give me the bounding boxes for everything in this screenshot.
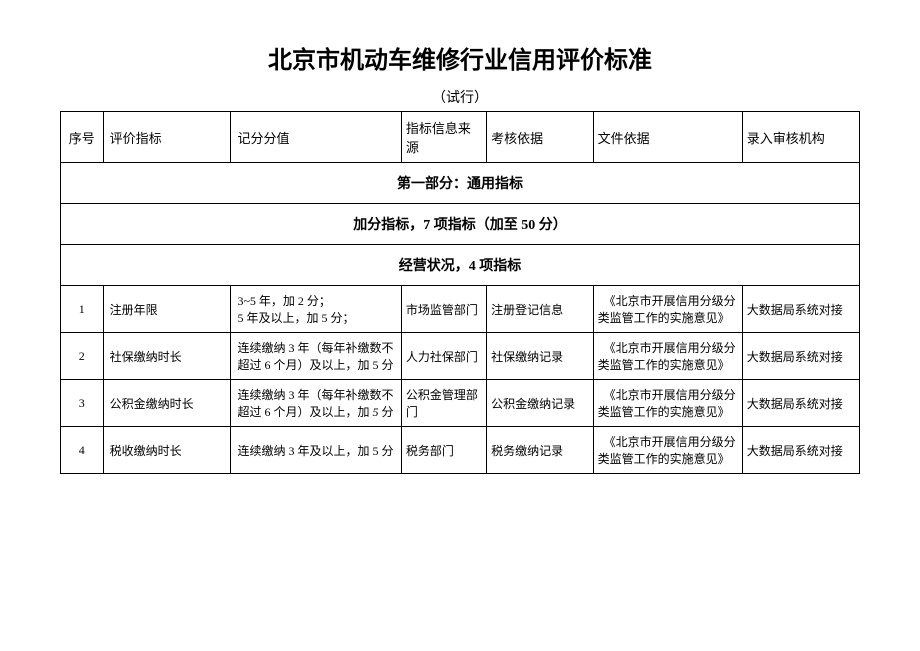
header-auditor: 录入审核机构 <box>742 112 859 163</box>
cell-indicator: 注册年限 <box>103 286 231 333</box>
cell-score: 连续缴纳 3 年（每年补缴数不超过 6 个月）及以上，加 5 分 <box>231 333 401 380</box>
cell-doc: 《北京市开展信用分级分类监管工作的实施意见》 <box>593 380 742 427</box>
cell-indicator: 税收缴纳时长 <box>103 427 231 474</box>
cell-score: 连续缴纳 3 年（每年补缴数不超过 6 个月）及以上，加 5 分 <box>231 380 401 427</box>
section-row: 经营状况，4 项指标 <box>61 245 860 286</box>
header-score: 记分分值 <box>231 112 401 163</box>
cell-seq: 4 <box>61 427 104 474</box>
cell-score: 连续缴纳 3 年及以上，加 5 分 <box>231 427 401 474</box>
section-operation: 经营状况，4 项指标 <box>61 245 860 286</box>
cell-indicator: 社保缴纳时长 <box>103 333 231 380</box>
section-bonus: 加分指标，7 项指标（加至 50 分） <box>61 204 860 245</box>
cell-indicator: 公积金缴纳时长 <box>103 380 231 427</box>
header-basis: 考核依据 <box>487 112 594 163</box>
cell-source: 税务部门 <box>401 427 486 474</box>
cell-doc: 《北京市开展信用分级分类监管工作的实施意见》 <box>593 333 742 380</box>
section-part1: 第一部分：通用指标 <box>61 163 860 204</box>
cell-source: 人力社保部门 <box>401 333 486 380</box>
cell-doc: 《北京市开展信用分级分类监管工作的实施意见》 <box>593 427 742 474</box>
cell-seq: 1 <box>61 286 104 333</box>
cell-source: 市场监管部门 <box>401 286 486 333</box>
document-subtitle: （试行） <box>60 87 860 107</box>
cell-seq: 3 <box>61 380 104 427</box>
table-row: 2社保缴纳时长连续缴纳 3 年（每年补缴数不超过 6 个月）及以上，加 5 分人… <box>61 333 860 380</box>
header-seq: 序号 <box>61 112 104 163</box>
document-title: 北京市机动车维修行业信用评价标准 <box>60 40 860 75</box>
header-row: 序号 评价指标 记分分值 指标信息来源 考核依据 文件依据 录入审核机构 <box>61 112 860 163</box>
evaluation-table: 序号 评价指标 记分分值 指标信息来源 考核依据 文件依据 录入审核机构 第一部… <box>60 111 860 474</box>
cell-basis: 社保缴纳记录 <box>487 333 594 380</box>
table-row: 1注册年限3~5 年，加 2 分；5 年及以上，加 5 分；市场监管部门注册登记… <box>61 286 860 333</box>
header-doc: 文件依据 <box>593 112 742 163</box>
cell-seq: 2 <box>61 333 104 380</box>
cell-auditor: 大数据局系统对接 <box>742 380 859 427</box>
cell-auditor: 大数据局系统对接 <box>742 286 859 333</box>
cell-auditor: 大数据局系统对接 <box>742 427 859 474</box>
cell-basis: 注册登记信息 <box>487 286 594 333</box>
cell-auditor: 大数据局系统对接 <box>742 333 859 380</box>
section-row: 第一部分：通用指标 <box>61 163 860 204</box>
cell-doc: 《北京市开展信用分级分类监管工作的实施意见》 <box>593 286 742 333</box>
table-row: 4税收缴纳时长连续缴纳 3 年及以上，加 5 分税务部门税务缴纳记录 《北京市开… <box>61 427 860 474</box>
cell-source: 公积金管理部门 <box>401 380 486 427</box>
header-source: 指标信息来源 <box>401 112 486 163</box>
table-body: 第一部分：通用指标 加分指标，7 项指标（加至 50 分） 经营状况，4 项指标… <box>61 163 860 474</box>
header-indicator: 评价指标 <box>103 112 231 163</box>
table-row: 3公积金缴纳时长连续缴纳 3 年（每年补缴数不超过 6 个月）及以上，加 5 分… <box>61 380 860 427</box>
cell-basis: 公积金缴纳记录 <box>487 380 594 427</box>
cell-basis: 税务缴纳记录 <box>487 427 594 474</box>
cell-score: 3~5 年，加 2 分；5 年及以上，加 5 分； <box>231 286 401 333</box>
section-row: 加分指标，7 项指标（加至 50 分） <box>61 204 860 245</box>
